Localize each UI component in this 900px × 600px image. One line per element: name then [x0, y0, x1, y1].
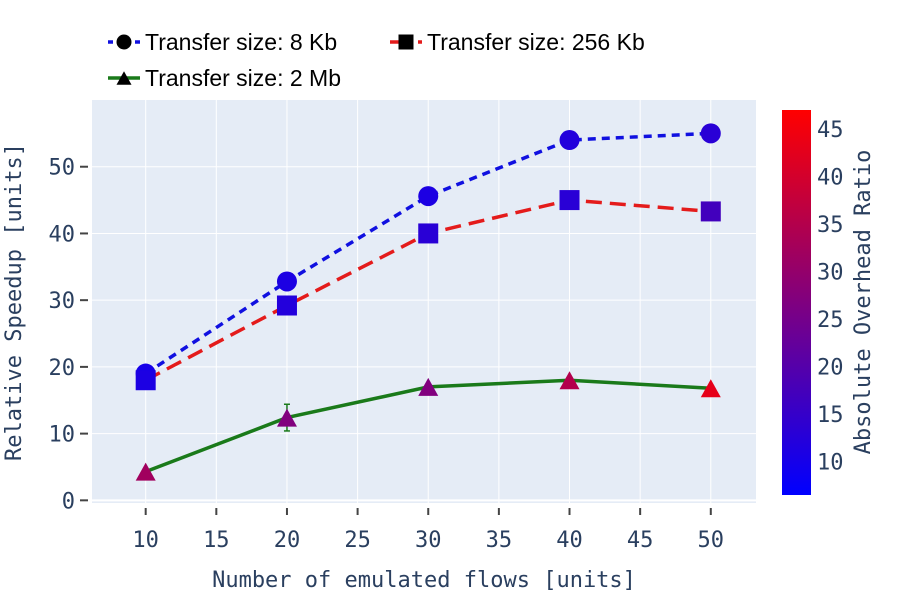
data-point — [700, 379, 721, 398]
x-axis-title: Number of emulated flows [units] — [212, 568, 636, 593]
x-tick-label: 20 — [274, 528, 301, 553]
legend-label: Transfer size: 2 Mb — [145, 65, 341, 91]
x-tick-label: 10 — [132, 528, 159, 553]
y-tick-label: 10 — [49, 423, 76, 448]
data-point — [276, 271, 297, 292]
colorbar-tick-label: 30 — [817, 261, 844, 286]
data-point — [276, 408, 297, 427]
legend-item: Transfer size: 256 Kb — [390, 29, 645, 55]
data-point — [276, 295, 297, 316]
colorbar-tick-label: 10 — [817, 451, 844, 476]
x-tick-label: 30 — [415, 528, 442, 553]
colorbar: 10 15 20 25 30 35 40 45 Absolute Overhead Ratio — [782, 110, 876, 495]
y-tick-label: 0 — [62, 489, 75, 514]
data-point — [418, 377, 439, 396]
series-layer — [135, 123, 721, 481]
data-point — [559, 130, 580, 151]
legend-marker — [116, 71, 132, 85]
legend-marker — [398, 34, 414, 50]
legend-label: Transfer size: 256 Kb — [427, 29, 645, 55]
y-tick-label: 20 — [49, 356, 76, 381]
data-point — [418, 186, 439, 207]
series-group — [135, 190, 721, 391]
x-tick-label: 25 — [344, 528, 371, 553]
colorbar-ticks: 10 15 20 25 30 35 40 45 — [817, 118, 844, 476]
y-tick-label: 30 — [49, 289, 76, 314]
legend-item: Transfer size: 8 Kb — [108, 29, 337, 55]
legend-marker — [116, 34, 132, 50]
legend: Transfer size: 8 Kb Transfer size: 256 Kb… — [108, 29, 645, 91]
y-tick-label: 40 — [49, 222, 76, 247]
data-point — [700, 201, 721, 222]
data-point — [418, 223, 439, 244]
data-point — [700, 123, 721, 144]
legend-item: Transfer size: 2 Mb — [108, 65, 341, 91]
data-point — [559, 371, 580, 390]
data-point — [559, 190, 580, 211]
x-tick-label: 50 — [698, 528, 725, 553]
x-tick-label: 40 — [556, 528, 583, 553]
colorbar-tick-label: 40 — [817, 166, 844, 191]
colorbar-title: Absolute Overhead Ratio — [851, 150, 876, 455]
colorbar-tick-label: 25 — [817, 308, 844, 333]
plot-area — [92, 100, 756, 503]
x-tick-label: 45 — [627, 528, 654, 553]
data-point — [135, 370, 156, 391]
colorbar-tick-label: 35 — [817, 213, 844, 238]
x-tick-label: 15 — [203, 528, 230, 553]
y-tick-label: 50 — [49, 156, 76, 181]
colorbar-tick-label: 15 — [817, 403, 844, 428]
axis-ticks: 10 15 20 25 30 35 40 45 50 0 10 20 30 40 50 — [49, 156, 725, 553]
legend-label: Transfer size: 8 Kb — [145, 29, 337, 55]
series-line — [144, 131, 711, 376]
data-point — [135, 462, 156, 481]
colorbar-tick-label: 20 — [817, 356, 844, 381]
colorbar-gradient — [782, 110, 811, 495]
y-axis-title: Relative Speedup [units] — [2, 143, 27, 461]
colorbar-tick-label: 45 — [817, 118, 844, 143]
x-tick-label: 35 — [486, 528, 513, 553]
series-group — [135, 371, 721, 481]
